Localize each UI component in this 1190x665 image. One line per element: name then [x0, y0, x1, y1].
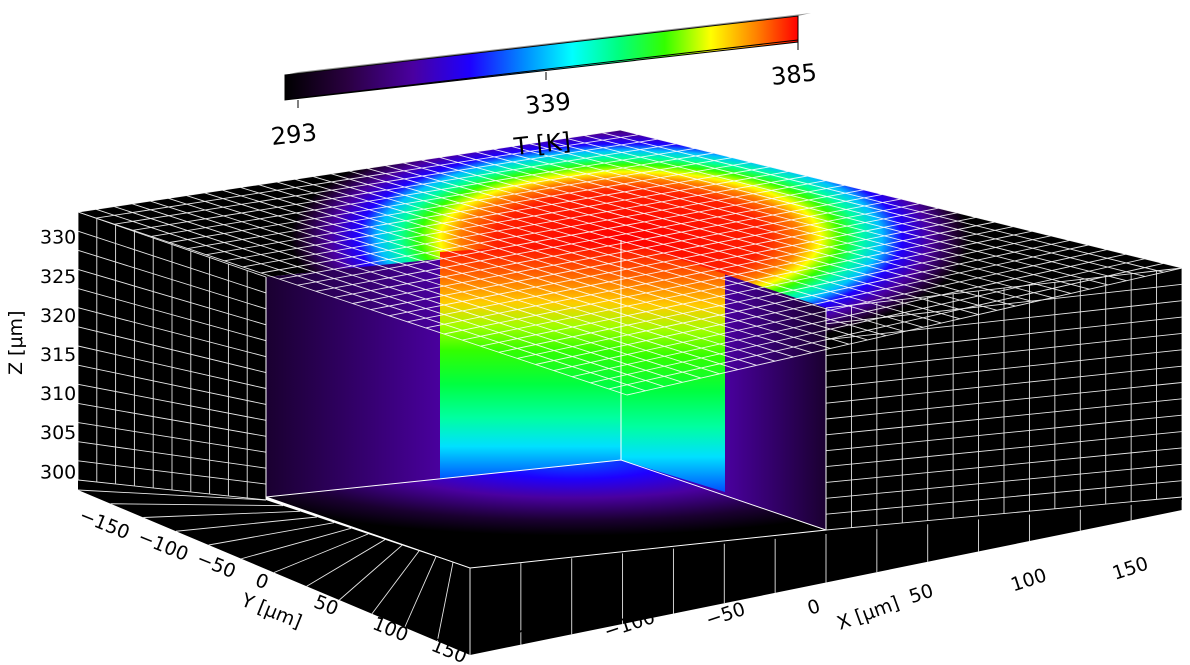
- front-bottom-face: [78, 480, 470, 655]
- z-tick-label: 305: [40, 422, 76, 444]
- colorbar: 293 339 385 T [K]: [270, 13, 818, 161]
- front-face-grid-line: [241, 527, 352, 560]
- front-face-grid-line: [339, 544, 403, 601]
- left-face-grid-line: [77, 460, 267, 485]
- top-grid-line: [565, 137, 1127, 282]
- left-face-grid-line: [77, 402, 267, 437]
- z-tick-label: 320: [40, 305, 76, 327]
- right-face-grid-line: [825, 496, 1183, 531]
- front-face-grid-line: [404, 556, 437, 628]
- z-tick-label: 310: [40, 383, 76, 405]
- z-tick-label: 300: [40, 461, 76, 483]
- temperature-block: [77, 129, 1183, 655]
- front-face-grid-line: [77, 489, 267, 501]
- left-face-grid-line: [77, 345, 267, 389]
- top-grid-line: [608, 262, 1164, 390]
- top-grid-line: [619, 129, 1183, 269]
- colorbar-mid-label: 339: [524, 87, 572, 120]
- x-tick-label: 50: [906, 580, 936, 608]
- colorbar-min-label: 293: [270, 118, 318, 151]
- z-tick-label: 315: [40, 344, 76, 366]
- left-face-grid-line: [77, 422, 267, 453]
- top-grid-line: [590, 258, 1145, 384]
- top-grid-line: [547, 140, 1109, 286]
- left-face-grid-line: [77, 211, 267, 278]
- z-tick-label: 325: [40, 266, 76, 288]
- cut-left-hot: [440, 240, 621, 480]
- left-face-grid-line: [77, 364, 267, 405]
- right-face-grid-line: [825, 414, 1183, 452]
- front-face-grid-line: [143, 510, 301, 518]
- top-grid-line: [583, 135, 1146, 277]
- left-face-grid-line: [77, 230, 267, 294]
- surface-grid: [77, 129, 1183, 655]
- right-face-grid-line: [825, 480, 1183, 515]
- left-face-grid-line: [77, 249, 267, 310]
- x-axis-title: X [μm]: [834, 592, 902, 635]
- y-tick-label: 0: [252, 569, 271, 594]
- front-face-grid-line: [208, 522, 335, 546]
- left-face-grid-line: [77, 307, 267, 358]
- top-grid-line: [601, 132, 1164, 273]
- colorbar-max-label: 385: [770, 58, 818, 91]
- cut-floor: [266, 460, 826, 568]
- z-axis-title: Z [μm]: [5, 311, 27, 375]
- y-tick-label: −150: [76, 504, 133, 544]
- front-face-grid-line: [371, 550, 420, 615]
- right-face-grid-line: [825, 316, 1183, 357]
- z-tick-label: 330: [40, 227, 76, 249]
- top-grid-line: [572, 253, 1126, 378]
- left-face-grid-line: [77, 268, 267, 326]
- colorbar-bar: [284, 15, 799, 101]
- front-face-grid-line: [175, 516, 318, 532]
- left-face-grid-line: [77, 326, 267, 374]
- right-face-grid-line: [825, 300, 1183, 341]
- left-face-grid-line: [77, 479, 267, 501]
- x-tick-label: 150: [1110, 553, 1151, 585]
- right-face-grid-line: [825, 398, 1183, 436]
- right-face-grid-line: [825, 283, 1183, 325]
- front-face-grid-line: [273, 533, 369, 573]
- right-face-grid-line: [825, 267, 1183, 309]
- right-face-grid-line: [825, 349, 1183, 388]
- front-face-grid-line: [436, 562, 454, 642]
- right-face-grid-line: [825, 447, 1183, 483]
- left-face-grid-line: [77, 288, 267, 342]
- right-face-grid-line: [825, 332, 1183, 372]
- right-face-grid-line: [825, 431, 1183, 468]
- left-face-grid-line: [77, 383, 267, 421]
- front-face-grid-line: [306, 539, 386, 587]
- y-axis-title: Y [μm]: [237, 589, 305, 633]
- right-face-grid-line: [825, 365, 1183, 404]
- top-grid-line: [553, 249, 1108, 372]
- x-tick-label: 100: [1008, 564, 1049, 596]
- front-face-grid-line: [110, 503, 284, 507]
- colorbar-title: T [K]: [512, 127, 572, 161]
- top-grid-line: [535, 244, 1089, 365]
- right-face-grid-line: [825, 463, 1183, 499]
- left-face-grid-line: [77, 441, 267, 469]
- x-tick-label: 0: [805, 595, 823, 620]
- right-face-grid-line: [825, 382, 1183, 420]
